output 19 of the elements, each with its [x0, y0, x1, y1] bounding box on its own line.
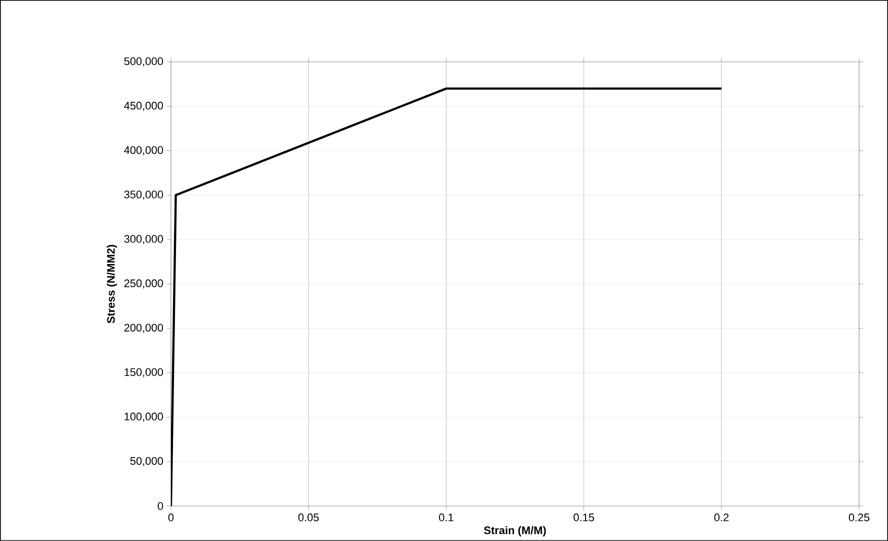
y-tick-label: 250,000 — [124, 279, 163, 289]
x-tick-label: 0.15 — [574, 514, 594, 522]
x-tick-label: 0.25 — [848, 514, 870, 522]
x-tick-label: 0.05 — [298, 514, 319, 522]
y-tick-label: 500,000 — [124, 57, 163, 66]
y-tick-label: 200,000 — [124, 324, 163, 333]
y-tick-label: 300,000 — [124, 235, 163, 244]
y-tick-label: 450,000 — [124, 102, 163, 111]
y-axis-title: Stress (N/MM2) — [106, 244, 117, 324]
x-tick-label: 0.1 — [439, 514, 454, 522]
y-tick-label: 350,000 — [124, 190, 163, 200]
y-tick-label: 50,000 — [130, 457, 163, 466]
x-tick-label: 0 — [168, 514, 174, 522]
y-tick-label: 400,000 — [124, 146, 163, 156]
x-axis-title: Strain (M/M) — [484, 526, 546, 536]
y-tick-label: 0 — [158, 502, 163, 510]
x-tick-label: 0.2 — [714, 514, 729, 522]
y-tick-label: 100,000 — [124, 412, 163, 422]
y-tick-label: 150,000 — [124, 368, 163, 378]
